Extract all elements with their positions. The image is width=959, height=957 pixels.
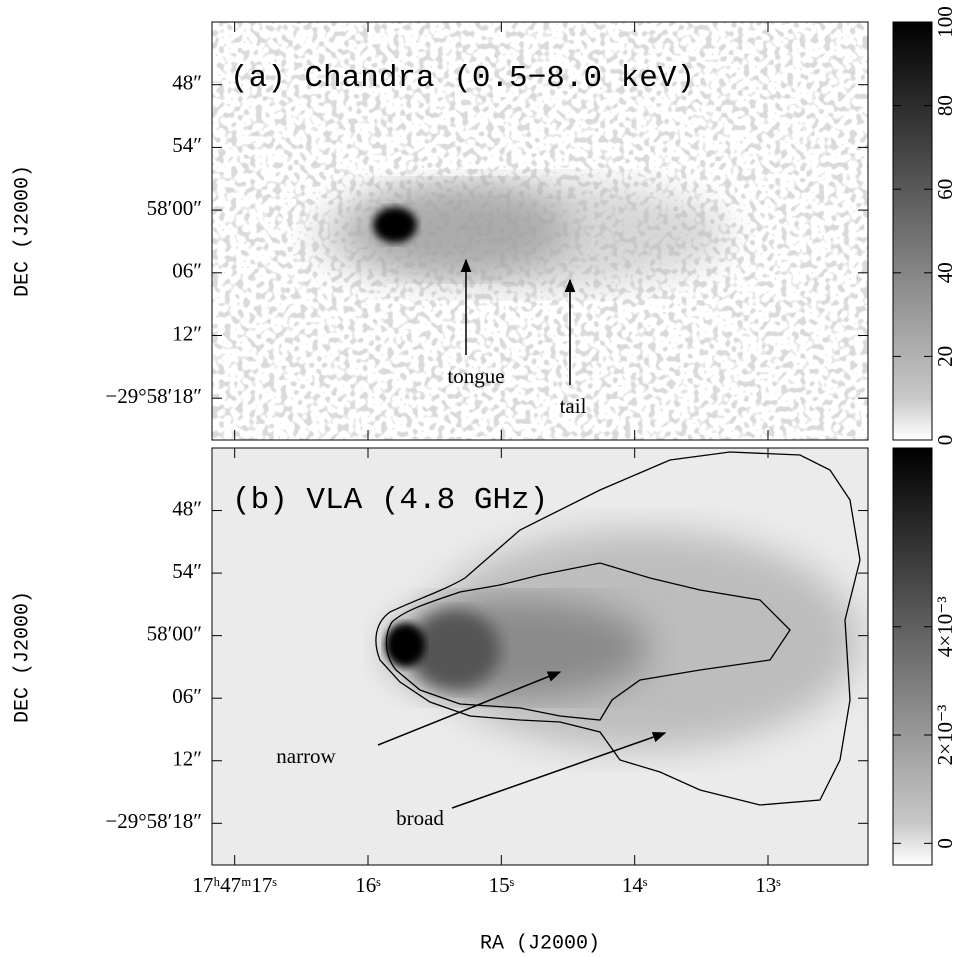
- y-tick-label: 12″: [172, 747, 202, 771]
- colorbar-tick-label: 0: [933, 435, 957, 446]
- panel-title: (a) Chandra (0.5−8.0 keV): [230, 61, 695, 96]
- colorbar-tick-label: 100: [933, 6, 957, 38]
- annotation: broad: [396, 806, 444, 830]
- x-tick-label: 14ˢ: [622, 873, 648, 897]
- colorbar-tick-label: 4×10⁻³: [933, 596, 957, 657]
- colorbar-tick-label: 20: [933, 346, 957, 367]
- x-tick-label: 13ˢ: [755, 873, 781, 897]
- arrow: [377, 671, 562, 746]
- y-tick-label: 58′00″: [147, 196, 202, 220]
- colorbar-tick-label: 60: [933, 179, 957, 200]
- colorbar: [892, 447, 933, 866]
- y-tick-label: 58′00″: [147, 621, 202, 645]
- arrow: [451, 731, 667, 809]
- colorbar-tick-label: 0: [933, 838, 957, 849]
- frame: [211, 447, 869, 866]
- x-tick-label: 15ˢ: [489, 873, 515, 897]
- y-tick-label: 06″: [172, 684, 202, 708]
- y-tick-label: −29°58′18″: [105, 384, 202, 408]
- frame: [211, 21, 869, 441]
- y-axis-label: DEC (J2000): [11, 591, 34, 723]
- annotation: tongue: [447, 364, 504, 388]
- annotation: tail: [560, 394, 587, 418]
- y-tick-label: 48″: [172, 496, 202, 520]
- colorbar: [892, 21, 933, 441]
- annotation: narrow: [276, 744, 336, 768]
- panel-title: (b) VLA (4.8 GHz): [232, 483, 548, 518]
- y-tick-label: 48″: [172, 71, 202, 95]
- radio-image: [212, 448, 868, 865]
- xray-image: [212, 22, 868, 440]
- x-axis-label: RA (J2000): [480, 932, 600, 955]
- y-axis-label: DEC (J2000): [11, 165, 34, 297]
- colorbar-tick-label: 40: [933, 262, 957, 283]
- y-tick-label: 54″: [172, 559, 202, 583]
- y-tick-label: −29°58′18″: [105, 809, 202, 833]
- colorbar-tick-label: 2×10⁻³: [933, 705, 957, 766]
- x-tick-label: 17ʰ47ᵐ17ˢ: [192, 873, 277, 897]
- y-tick-label: 54″: [172, 133, 202, 157]
- y-tick-label: 06″: [172, 259, 202, 283]
- y-tick-label: 12″: [172, 321, 202, 345]
- x-tick-label: 16ˢ: [355, 873, 381, 897]
- colorbar-tick-label: 80: [933, 95, 957, 116]
